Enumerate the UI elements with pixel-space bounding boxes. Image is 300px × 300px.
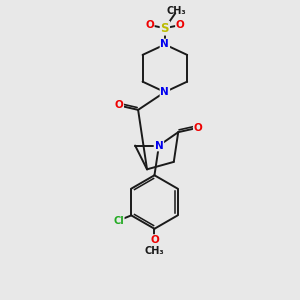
Text: CH₃: CH₃: [145, 246, 164, 256]
Text: O: O: [194, 123, 203, 133]
Text: N: N: [160, 40, 169, 50]
Text: N: N: [160, 87, 169, 97]
Text: N: N: [154, 140, 163, 151]
Text: O: O: [145, 20, 154, 30]
Text: O: O: [150, 235, 159, 245]
Text: O: O: [176, 20, 185, 30]
Text: S: S: [160, 22, 169, 34]
Text: O: O: [114, 100, 123, 110]
Text: Cl: Cl: [113, 216, 124, 226]
Text: CH₃: CH₃: [166, 6, 186, 16]
